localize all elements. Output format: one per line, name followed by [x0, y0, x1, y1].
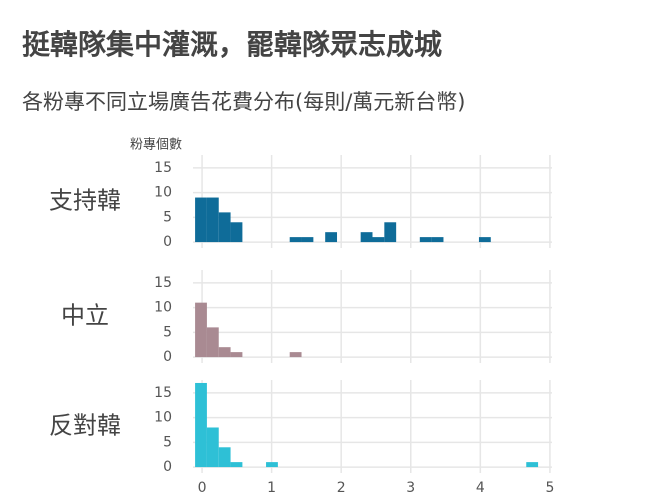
- x-tick-label: 4: [476, 480, 485, 496]
- y-tick-label: 10: [154, 185, 172, 201]
- y-tick-label: 5: [163, 434, 172, 450]
- y-tick-label: 10: [154, 410, 172, 426]
- x-tick-label: 2: [337, 480, 346, 496]
- y-tick-label: 5: [163, 324, 172, 340]
- histogram-bar: [206, 197, 219, 243]
- histogram-bar: [289, 237, 302, 243]
- histogram-bar: [372, 237, 385, 243]
- histogram-bar: [206, 327, 219, 358]
- histogram-bar: [301, 237, 314, 243]
- histogram-bar: [195, 302, 207, 358]
- y-tick-label: 15: [154, 275, 172, 291]
- y-tick-label: 5: [163, 209, 172, 225]
- y-axis-label: 粉專個數: [130, 138, 182, 153]
- histogram-bar: [218, 347, 231, 358]
- histogram-bar: [218, 447, 231, 468]
- histogram-bar: [325, 232, 338, 243]
- y-tick-label: 0: [163, 349, 172, 365]
- histogram-bar: [195, 382, 207, 468]
- histogram-bar: [230, 462, 243, 468]
- histogram-bar: [478, 237, 491, 243]
- histogram-bar: [360, 232, 373, 243]
- chart-title: 挺韓隊集中灌溉，罷韓隊眾志成城: [22, 28, 442, 61]
- histogram-bar: [419, 237, 432, 243]
- histogram-bar: [230, 222, 243, 243]
- histogram-bar: [195, 197, 207, 243]
- histogram-bar: [289, 352, 302, 358]
- y-tick-label: 0: [163, 459, 172, 475]
- histogram-bar: [206, 427, 219, 468]
- y-tick-label: 10: [154, 300, 172, 316]
- facet-label: 支持韓: [49, 187, 121, 215]
- histogram-bar: [526, 462, 539, 468]
- y-tick-label: 0: [163, 234, 172, 250]
- x-tick-label: 0: [198, 480, 207, 496]
- x-tick-label: 1: [267, 480, 276, 496]
- facet-label: 中立: [61, 302, 109, 330]
- facet-label: 反對韓: [49, 412, 121, 440]
- histogram-bar: [266, 462, 278, 468]
- histogram-bar: [431, 237, 444, 243]
- y-tick-label: 15: [154, 385, 172, 401]
- x-tick-label: 5: [545, 480, 554, 496]
- histogram-bar: [218, 212, 231, 243]
- chart-subtitle: 各粉專不同立場廣告花費分布(每則/萬元新台幣): [22, 90, 465, 114]
- y-tick-label: 15: [154, 160, 172, 176]
- x-tick-label: 3: [406, 480, 415, 496]
- histogram-bar: [384, 222, 397, 243]
- histogram-bar: [230, 352, 243, 358]
